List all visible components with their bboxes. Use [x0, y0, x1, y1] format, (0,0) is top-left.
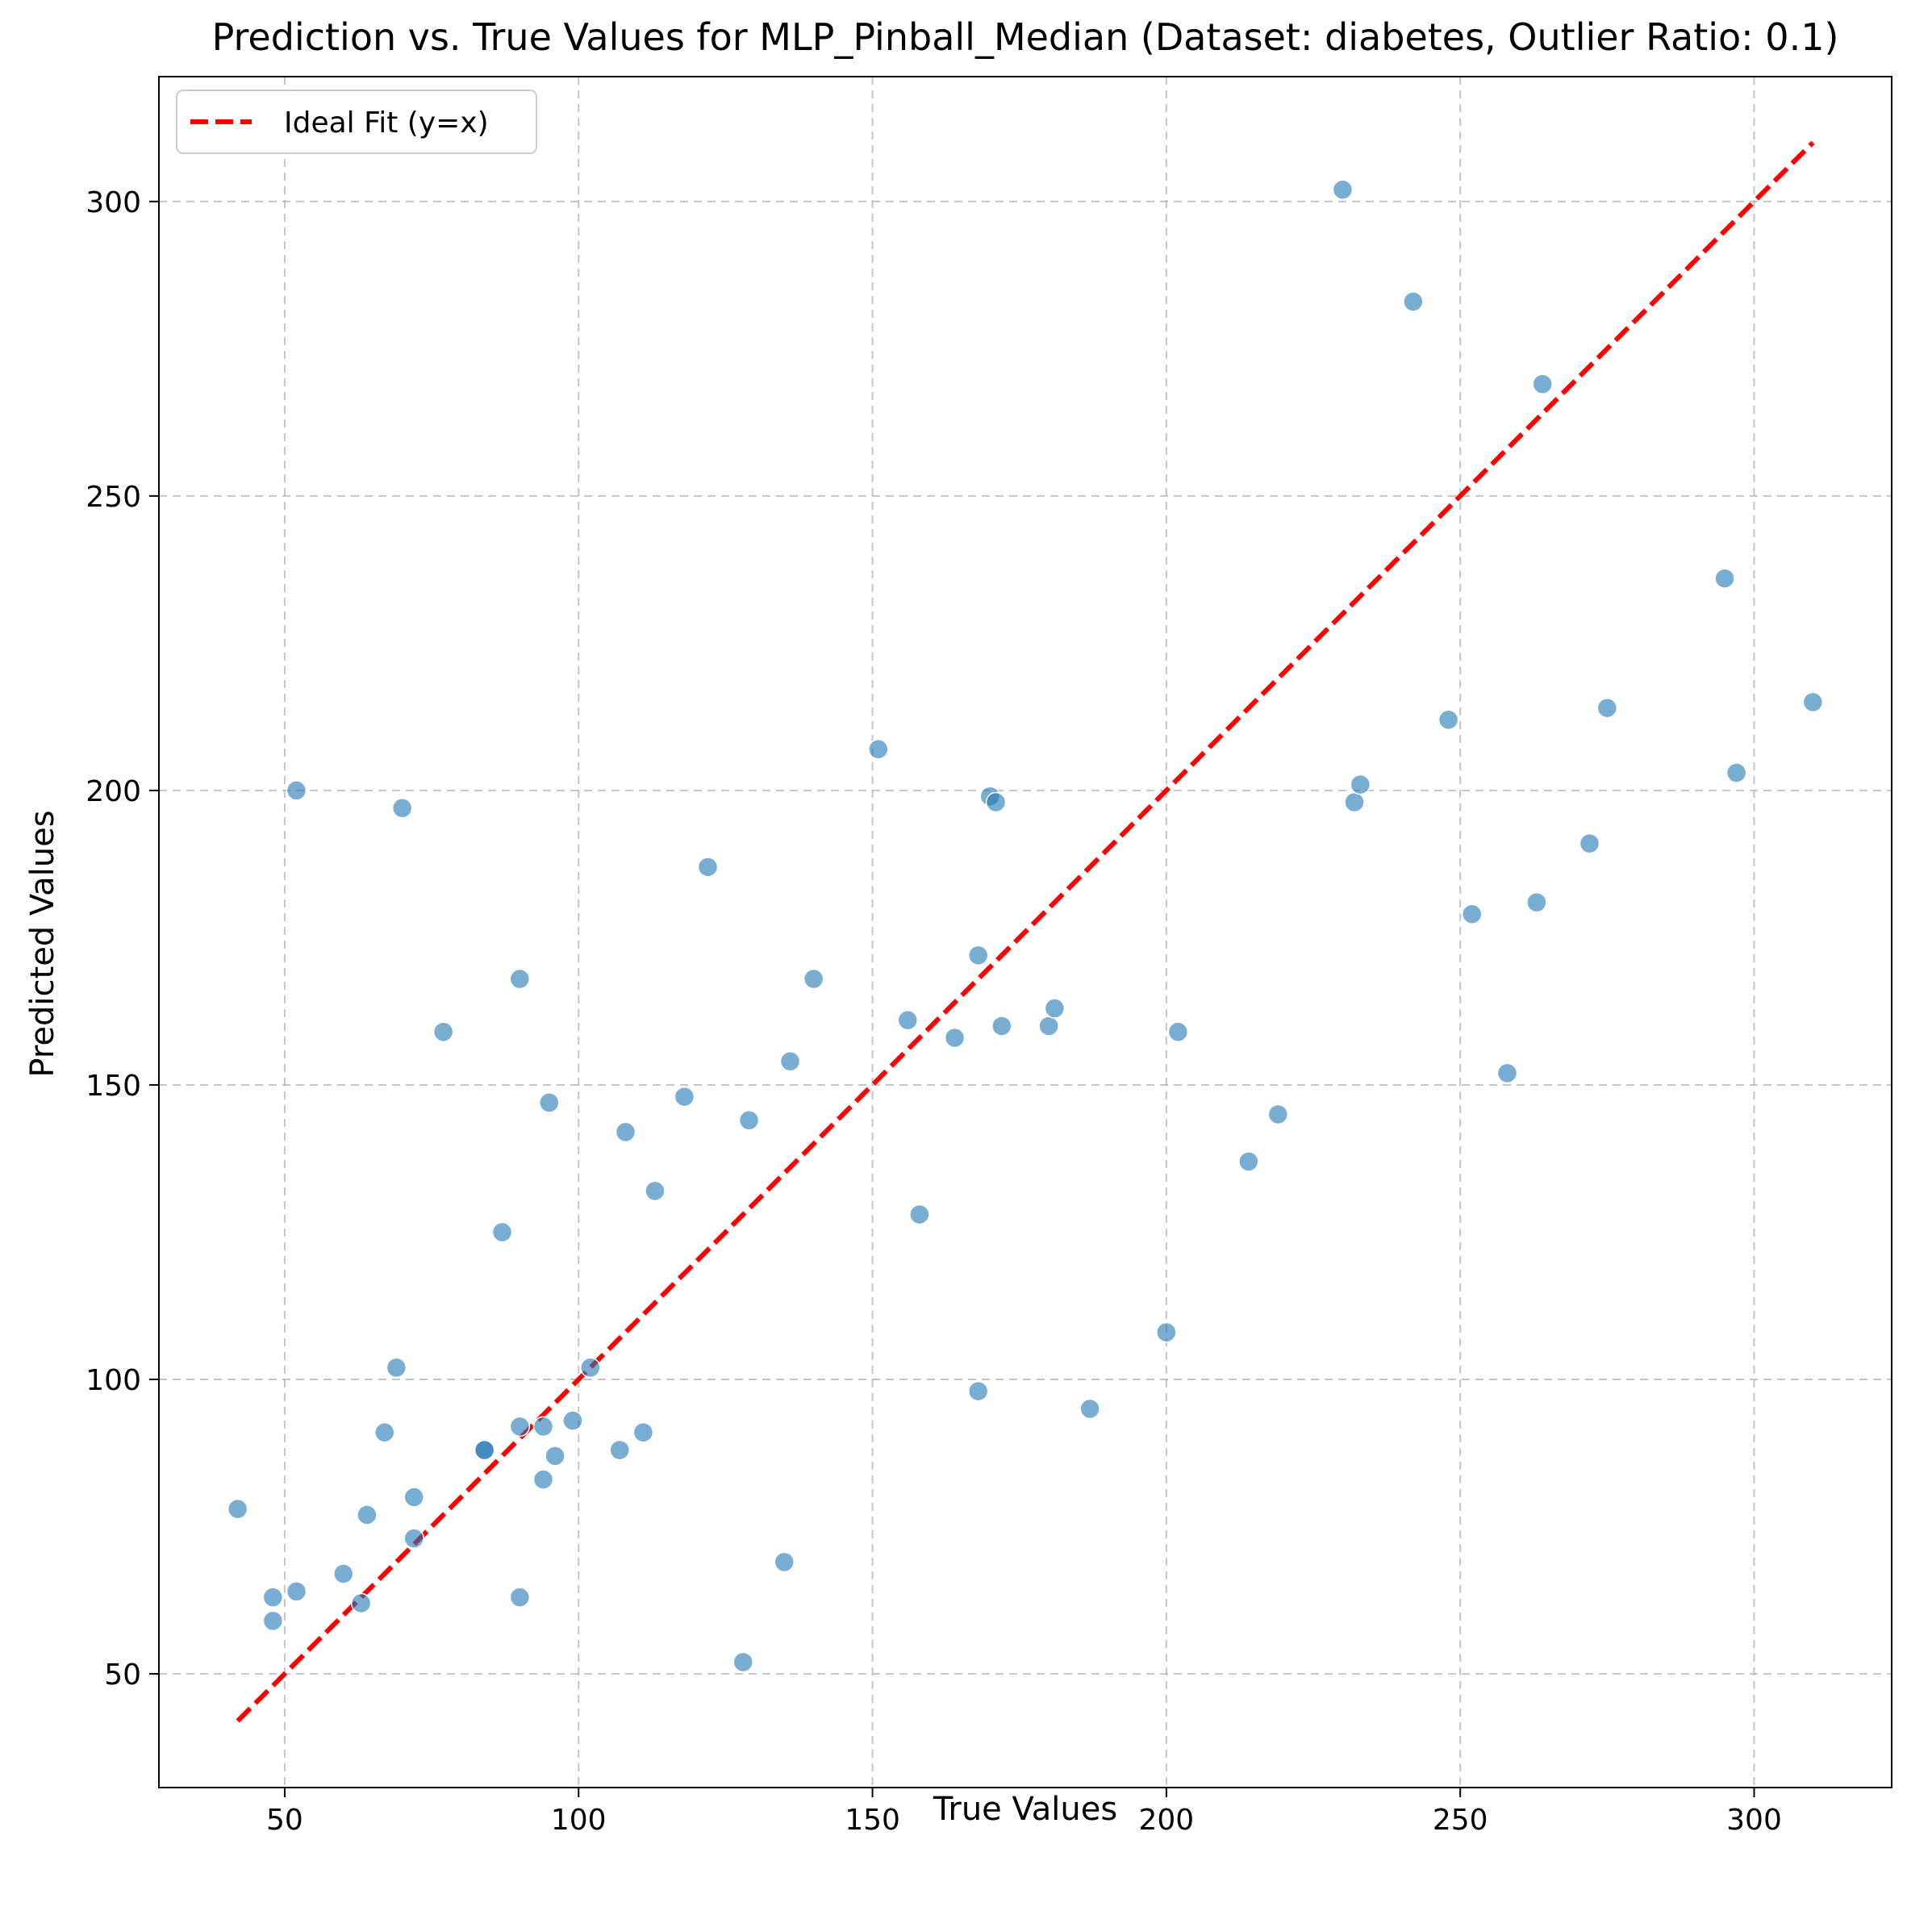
- data-point: [1350, 774, 1371, 795]
- data-point: [674, 1086, 695, 1108]
- data-point: [509, 968, 531, 990]
- data-point: [491, 1221, 513, 1243]
- data-point: [386, 1357, 407, 1379]
- data-point: [738, 1110, 760, 1131]
- x-tick-label: 50: [266, 1804, 303, 1837]
- legend-box: [176, 90, 537, 154]
- data-point: [374, 1421, 395, 1443]
- data-point: [1344, 791, 1365, 813]
- data-point: [1438, 709, 1459, 731]
- data-point: [779, 1051, 801, 1072]
- data-point: [645, 1180, 666, 1202]
- data-point: [985, 791, 1007, 813]
- data-point: [774, 1551, 795, 1573]
- data-point: [403, 1487, 424, 1508]
- data-point: [357, 1504, 378, 1525]
- data-point: [944, 1027, 966, 1049]
- data-point: [333, 1563, 354, 1584]
- data-point: [1332, 179, 1354, 200]
- y-tick-label: 200: [86, 775, 141, 808]
- data-point: [1496, 1062, 1518, 1084]
- data-point: [632, 1421, 654, 1443]
- data-point: [474, 1439, 495, 1461]
- data-point: [1156, 1321, 1177, 1343]
- x-tick-label: 100: [551, 1804, 607, 1837]
- data-point: [509, 1416, 531, 1437]
- data-point: [1044, 998, 1066, 1019]
- y-tick-label: 50: [104, 1658, 141, 1692]
- data-point: [286, 1581, 307, 1602]
- data-point: [732, 1651, 754, 1673]
- data-point: [1802, 691, 1824, 713]
- data-point: [909, 1204, 930, 1225]
- data-point: [697, 857, 719, 878]
- data-point: [532, 1416, 554, 1437]
- data-point: [391, 798, 413, 819]
- data-point: [262, 1587, 284, 1608]
- data-point: [609, 1439, 630, 1461]
- data-point: [286, 780, 307, 801]
- data-point: [1596, 697, 1618, 719]
- data-point: [803, 968, 824, 990]
- data-point: [615, 1121, 636, 1143]
- data-point: [1526, 891, 1547, 913]
- data-point: [532, 1469, 554, 1490]
- data-point: [262, 1610, 284, 1632]
- x-tick-label: 200: [1139, 1804, 1195, 1837]
- x-axis-label: True Values: [933, 1791, 1117, 1828]
- y-tick-label: 150: [86, 1070, 141, 1103]
- data-point: [897, 1009, 919, 1031]
- x-tick-label: 300: [1726, 1804, 1782, 1837]
- data-point: [509, 1587, 531, 1608]
- legend-label-ideal-fit: Ideal Fit (y=x): [284, 106, 489, 140]
- ideal-fit-line: [236, 140, 1815, 1723]
- data-point: [1532, 373, 1553, 394]
- data-point: [432, 1021, 454, 1043]
- data-point: [580, 1357, 601, 1379]
- chart-title: Prediction vs. True Values for MLP_Pinba…: [212, 15, 1839, 59]
- data-point: [403, 1528, 424, 1549]
- data-point: [1267, 1104, 1289, 1125]
- legend: Ideal Fit (y=x): [176, 90, 537, 154]
- data-point: [350, 1592, 372, 1614]
- y-tick-label: 100: [86, 1364, 141, 1397]
- data-point: [1238, 1151, 1259, 1172]
- x-tick-label: 150: [845, 1804, 900, 1837]
- data-point: [1462, 903, 1483, 924]
- data-point: [991, 1016, 1012, 1037]
- data-point: [1038, 1016, 1059, 1037]
- data-point: [539, 1092, 560, 1113]
- data-point: [1167, 1021, 1189, 1043]
- y-tick-label: 250: [86, 481, 141, 514]
- data-point: [545, 1446, 565, 1466]
- data-point: [967, 945, 989, 966]
- data-point: [967, 1380, 989, 1402]
- plot-frame: [158, 76, 1892, 1788]
- data-point: [1579, 832, 1600, 854]
- data-point: [1403, 291, 1424, 312]
- y-axis-label: Predicted Values: [24, 810, 61, 1077]
- data-point: [868, 739, 889, 760]
- data-point: [562, 1410, 583, 1431]
- data-point: [1714, 568, 1735, 589]
- y-tick-label: 300: [86, 186, 141, 219]
- data-point: [1725, 762, 1747, 783]
- data-point: [1079, 1398, 1100, 1420]
- data-point: [227, 1498, 248, 1520]
- x-tick-label: 250: [1433, 1804, 1488, 1837]
